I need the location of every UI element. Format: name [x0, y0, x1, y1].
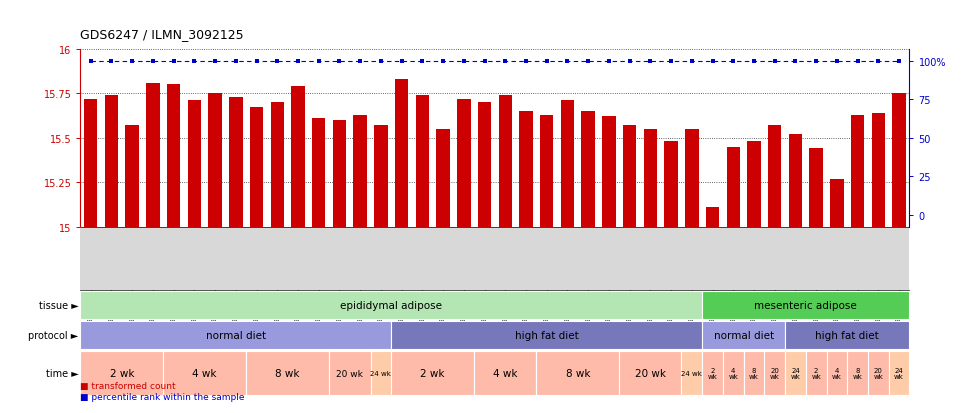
Bar: [726, 147, 740, 227]
Bar: [478, 103, 491, 227]
Bar: [519, 112, 533, 227]
Bar: [374, 126, 388, 227]
Bar: [703, 321, 785, 349]
Bar: [354, 115, 367, 227]
Bar: [250, 108, 264, 227]
Bar: [681, 351, 703, 395]
Bar: [768, 126, 781, 227]
Bar: [80, 292, 703, 319]
Bar: [474, 351, 536, 395]
Bar: [370, 351, 391, 395]
Bar: [868, 351, 889, 395]
Bar: [764, 351, 785, 395]
Bar: [581, 112, 595, 227]
Bar: [312, 119, 325, 227]
Bar: [685, 130, 699, 227]
Text: 20 wk: 20 wk: [635, 368, 665, 378]
Bar: [391, 321, 702, 349]
Bar: [80, 351, 164, 395]
Text: 20 wk: 20 wk: [336, 369, 364, 378]
Text: 2
wk: 2 wk: [811, 368, 821, 379]
Text: high fat diet: high fat diet: [514, 330, 578, 340]
Bar: [893, 94, 906, 227]
Text: ■ transformed count: ■ transformed count: [80, 381, 176, 390]
Bar: [246, 351, 329, 395]
Text: 8 wk: 8 wk: [275, 368, 300, 378]
Text: 24
wk: 24 wk: [894, 368, 904, 379]
Text: protocol ►: protocol ►: [28, 330, 78, 340]
Bar: [125, 126, 139, 227]
Text: ■ percentile rank within the sample: ■ percentile rank within the sample: [80, 392, 245, 401]
Bar: [703, 292, 909, 319]
Bar: [84, 99, 97, 227]
Bar: [333, 121, 346, 227]
Text: mesenteric adipose: mesenteric adipose: [755, 301, 858, 311]
Bar: [848, 351, 868, 395]
Bar: [395, 80, 409, 227]
Text: normal diet: normal diet: [713, 330, 773, 340]
Text: 24
wk: 24 wk: [791, 368, 801, 379]
Bar: [809, 149, 823, 227]
Bar: [499, 96, 512, 227]
Bar: [416, 96, 429, 227]
Bar: [164, 351, 246, 395]
Bar: [789, 135, 803, 227]
Text: 2 wk: 2 wk: [110, 368, 134, 378]
Text: 24 wk: 24 wk: [370, 370, 391, 376]
Text: normal diet: normal diet: [206, 330, 266, 340]
Bar: [167, 85, 180, 227]
Text: 2 wk: 2 wk: [420, 368, 445, 378]
Bar: [830, 179, 844, 227]
Bar: [826, 351, 848, 395]
Bar: [703, 351, 723, 395]
Text: high fat diet: high fat diet: [815, 330, 879, 340]
Bar: [187, 101, 201, 227]
Text: time ►: time ►: [46, 368, 78, 378]
Bar: [540, 115, 554, 227]
Bar: [806, 351, 826, 395]
Bar: [785, 351, 806, 395]
Bar: [602, 117, 615, 227]
Bar: [536, 351, 619, 395]
Bar: [785, 321, 909, 349]
Bar: [644, 130, 657, 227]
Bar: [723, 351, 744, 395]
Bar: [561, 101, 574, 227]
Text: 2
wk: 2 wk: [708, 368, 717, 379]
Bar: [871, 114, 885, 227]
Bar: [105, 96, 119, 227]
Bar: [664, 142, 678, 227]
Bar: [291, 87, 305, 227]
Text: 20
wk: 20 wk: [873, 368, 883, 379]
Bar: [329, 351, 370, 395]
Bar: [623, 126, 636, 227]
Bar: [80, 321, 391, 349]
Bar: [457, 99, 470, 227]
Bar: [270, 103, 284, 227]
Text: epididymal adipose: epididymal adipose: [340, 301, 442, 311]
Text: 20
wk: 20 wk: [769, 368, 780, 379]
Bar: [744, 351, 764, 395]
Bar: [619, 351, 681, 395]
Bar: [209, 94, 221, 227]
Text: 8 wk: 8 wk: [565, 368, 590, 378]
Bar: [436, 130, 450, 227]
Text: 8
wk: 8 wk: [749, 368, 759, 379]
Text: tissue ►: tissue ►: [38, 301, 78, 311]
Text: 4 wk: 4 wk: [493, 368, 517, 378]
Bar: [851, 115, 864, 227]
Text: 24 wk: 24 wk: [681, 370, 703, 376]
Text: 4
wk: 4 wk: [728, 368, 738, 379]
Bar: [229, 97, 242, 227]
Bar: [706, 208, 719, 227]
Bar: [748, 142, 760, 227]
Text: GDS6247 / ILMN_3092125: GDS6247 / ILMN_3092125: [80, 28, 244, 41]
Text: 4
wk: 4 wk: [832, 368, 842, 379]
Text: 8
wk: 8 wk: [853, 368, 862, 379]
Bar: [889, 351, 909, 395]
Bar: [391, 351, 474, 395]
Bar: [146, 83, 160, 227]
Text: 4 wk: 4 wk: [192, 368, 217, 378]
